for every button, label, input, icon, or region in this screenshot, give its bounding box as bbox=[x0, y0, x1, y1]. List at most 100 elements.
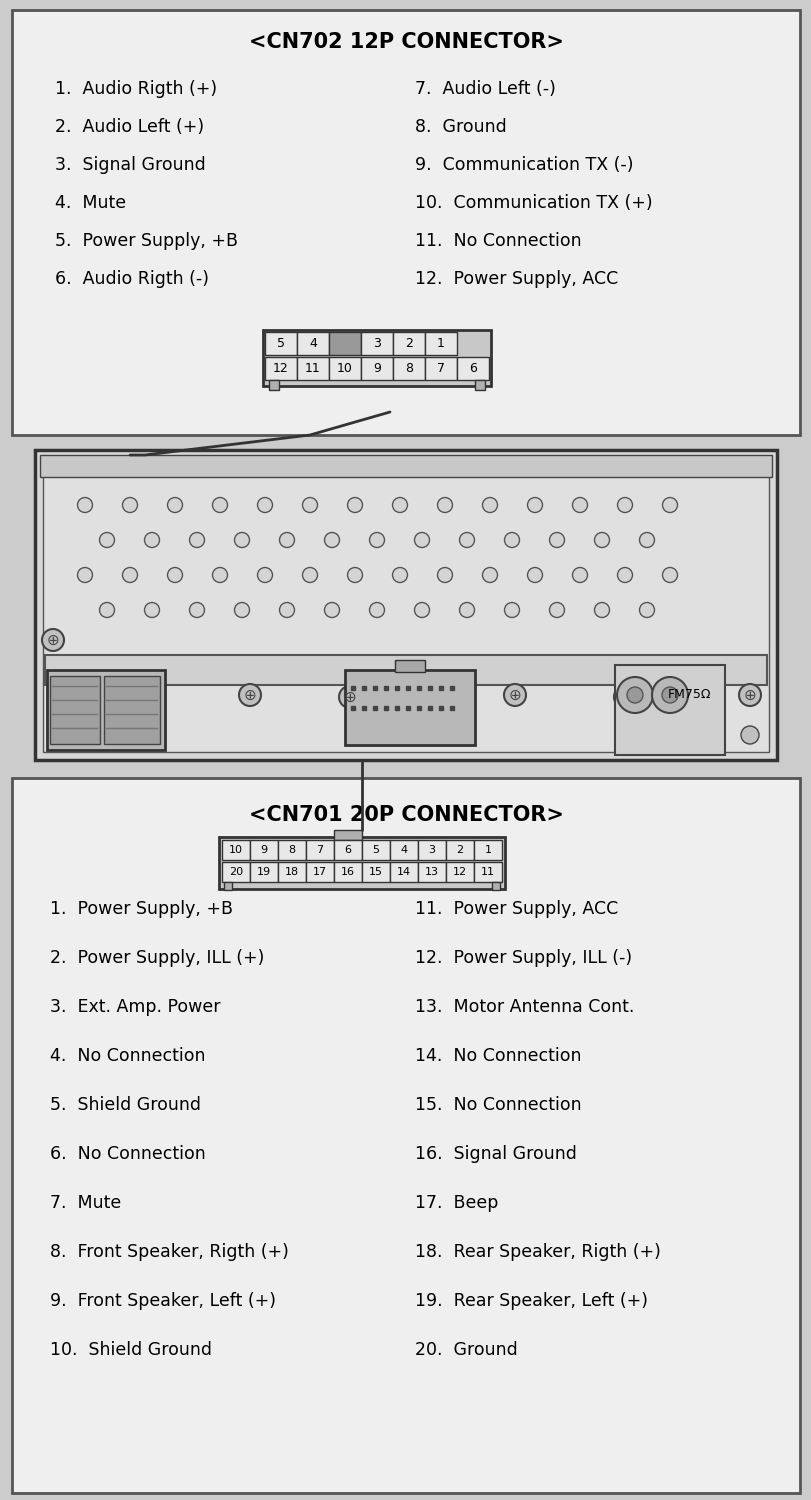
Circle shape bbox=[661, 687, 677, 703]
Text: 2.  Audio Left (+): 2. Audio Left (+) bbox=[55, 118, 204, 136]
Bar bbox=[12, 10, 799, 435]
Text: 15.  No Connection: 15. No Connection bbox=[414, 1096, 581, 1114]
Text: <CN702 12P CONNECTOR>: <CN702 12P CONNECTOR> bbox=[248, 32, 563, 53]
Text: 3: 3 bbox=[372, 338, 380, 350]
Circle shape bbox=[303, 498, 317, 513]
Text: 8.  Ground: 8. Ground bbox=[414, 118, 506, 136]
Circle shape bbox=[662, 498, 676, 513]
Circle shape bbox=[482, 567, 497, 582]
Circle shape bbox=[257, 567, 272, 582]
Text: 19.  Rear Speaker, Left (+): 19. Rear Speaker, Left (+) bbox=[414, 1292, 647, 1310]
Text: 5: 5 bbox=[277, 338, 285, 350]
Circle shape bbox=[616, 567, 632, 582]
Circle shape bbox=[740, 726, 758, 744]
Bar bbox=[306, 840, 333, 860]
Circle shape bbox=[639, 532, 654, 548]
Circle shape bbox=[504, 603, 519, 618]
Text: ⊕: ⊕ bbox=[743, 687, 755, 702]
Circle shape bbox=[77, 567, 92, 582]
Bar bbox=[474, 840, 501, 860]
Bar bbox=[445, 840, 474, 860]
Circle shape bbox=[167, 498, 182, 513]
Text: ⊕: ⊕ bbox=[618, 690, 631, 705]
Text: 7: 7 bbox=[316, 844, 323, 855]
Bar bbox=[297, 332, 328, 356]
Circle shape bbox=[549, 603, 564, 618]
Bar bbox=[250, 862, 277, 882]
Bar bbox=[457, 357, 488, 380]
Circle shape bbox=[279, 603, 294, 618]
Text: 9.  Communication TX (-): 9. Communication TX (-) bbox=[414, 156, 633, 174]
Text: 10: 10 bbox=[337, 362, 353, 375]
Text: 16.  Signal Ground: 16. Signal Ground bbox=[414, 1144, 576, 1162]
Circle shape bbox=[549, 532, 564, 548]
Bar bbox=[361, 357, 393, 380]
Circle shape bbox=[527, 498, 542, 513]
Circle shape bbox=[338, 686, 361, 708]
Circle shape bbox=[238, 684, 260, 706]
Text: 18: 18 bbox=[285, 867, 298, 877]
Bar bbox=[333, 840, 362, 860]
Text: 5: 5 bbox=[372, 844, 379, 855]
Text: 3.  Signal Ground: 3. Signal Ground bbox=[55, 156, 205, 174]
Bar bbox=[361, 332, 393, 356]
Text: ⊕: ⊕ bbox=[46, 633, 59, 648]
Bar bbox=[250, 840, 277, 860]
Text: 11.  Power Supply, ACC: 11. Power Supply, ACC bbox=[414, 900, 617, 918]
Bar bbox=[219, 837, 504, 890]
Text: ⊕: ⊕ bbox=[508, 687, 521, 702]
Circle shape bbox=[324, 603, 339, 618]
Bar bbox=[306, 862, 333, 882]
Text: 5.  Shield Ground: 5. Shield Ground bbox=[50, 1096, 201, 1114]
Circle shape bbox=[144, 603, 159, 618]
Text: 8: 8 bbox=[405, 362, 413, 375]
Bar bbox=[418, 840, 445, 860]
Circle shape bbox=[662, 567, 676, 582]
Bar bbox=[268, 380, 279, 390]
Text: 10.  Communication TX (+): 10. Communication TX (+) bbox=[414, 194, 652, 211]
Text: <CN701 20P CONNECTOR>: <CN701 20P CONNECTOR> bbox=[248, 806, 563, 825]
Bar bbox=[221, 862, 250, 882]
Circle shape bbox=[303, 567, 317, 582]
Text: 8: 8 bbox=[288, 844, 295, 855]
Bar bbox=[393, 332, 424, 356]
Bar bbox=[277, 840, 306, 860]
Text: 20: 20 bbox=[229, 867, 242, 877]
Bar bbox=[221, 840, 250, 860]
Text: 17: 17 bbox=[312, 867, 327, 877]
Text: 6.  Audio Rigth (-): 6. Audio Rigth (-) bbox=[55, 270, 208, 288]
Circle shape bbox=[594, 532, 609, 548]
Circle shape bbox=[212, 498, 227, 513]
Text: 19: 19 bbox=[256, 867, 271, 877]
Text: 20.  Ground: 20. Ground bbox=[414, 1341, 517, 1359]
Circle shape bbox=[189, 603, 204, 618]
Circle shape bbox=[459, 532, 474, 548]
Circle shape bbox=[572, 567, 587, 582]
Circle shape bbox=[437, 567, 452, 582]
Bar bbox=[328, 332, 361, 356]
Bar bbox=[445, 862, 474, 882]
Circle shape bbox=[144, 532, 159, 548]
Circle shape bbox=[369, 603, 384, 618]
Bar bbox=[50, 676, 100, 744]
Circle shape bbox=[392, 567, 407, 582]
Circle shape bbox=[639, 603, 654, 618]
Bar bbox=[264, 357, 297, 380]
Text: FM75Ω: FM75Ω bbox=[667, 688, 711, 702]
Circle shape bbox=[122, 567, 137, 582]
Circle shape bbox=[414, 532, 429, 548]
Bar bbox=[47, 670, 165, 750]
Text: 7: 7 bbox=[436, 362, 444, 375]
Text: 1: 1 bbox=[436, 338, 444, 350]
Bar bbox=[35, 450, 776, 760]
Circle shape bbox=[504, 684, 526, 706]
Bar bbox=[333, 830, 362, 840]
Circle shape bbox=[594, 603, 609, 618]
Bar bbox=[43, 458, 768, 752]
Text: 4: 4 bbox=[309, 338, 316, 350]
Circle shape bbox=[347, 567, 362, 582]
Text: ⊕: ⊕ bbox=[84, 690, 97, 705]
Bar bbox=[345, 670, 474, 746]
Bar bbox=[297, 357, 328, 380]
Circle shape bbox=[234, 532, 249, 548]
